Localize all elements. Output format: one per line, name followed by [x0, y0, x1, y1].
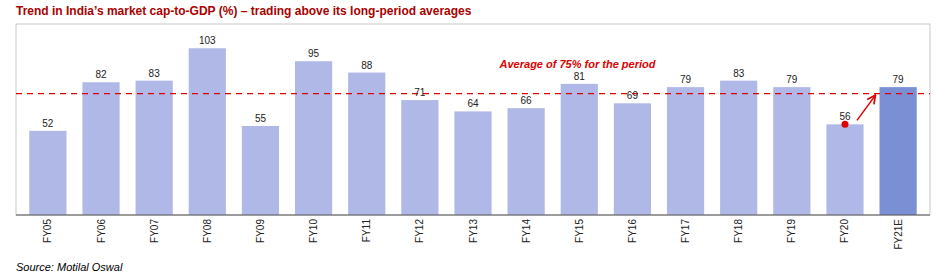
- x-axis-line: [16, 215, 930, 216]
- x-tick-label: FY18: [733, 219, 744, 243]
- plot-frame: [16, 24, 930, 215]
- x-tick-label: FY17: [680, 219, 691, 243]
- bar: [454, 111, 491, 215]
- data-label: 55: [255, 113, 267, 124]
- arrow: [857, 95, 876, 120]
- data-label: 64: [467, 98, 479, 109]
- bar: [508, 108, 545, 215]
- x-tick-label: FY15: [574, 219, 585, 243]
- bar: [880, 87, 917, 215]
- data-label: 79: [786, 74, 798, 85]
- arrow-dot: [841, 121, 848, 128]
- bar: [136, 81, 173, 215]
- data-label: 71: [414, 87, 426, 98]
- bar: [667, 87, 704, 215]
- data-label: 81: [574, 71, 586, 82]
- x-tick-label: FY13: [468, 219, 479, 243]
- data-label: 66: [521, 95, 533, 106]
- bar: [561, 84, 598, 215]
- x-tick-label: FY10: [308, 219, 319, 243]
- data-label: 79: [680, 74, 692, 85]
- bars: [29, 48, 916, 215]
- data-label: 88: [361, 60, 373, 71]
- data-label: 56: [839, 111, 851, 122]
- x-tick-label: FY09: [255, 219, 266, 243]
- x-tick-label: FY16: [627, 219, 638, 243]
- source: Source: Motilal Oswal: [16, 261, 123, 273]
- bar: [720, 81, 757, 215]
- data-label: 83: [733, 68, 745, 79]
- x-tick-label: FY08: [202, 219, 213, 243]
- bar: [614, 103, 651, 215]
- average-label: Average of 75% for the period: [499, 58, 656, 70]
- bar: [29, 131, 66, 215]
- bar: [189, 48, 226, 215]
- data-label: 79: [893, 74, 905, 85]
- bar: [242, 126, 279, 215]
- x-tick-label: FY14: [521, 219, 532, 243]
- data-label: 82: [95, 69, 107, 80]
- average-line: [16, 93, 930, 94]
- bar: [826, 124, 863, 215]
- data-label: 83: [149, 68, 161, 79]
- x-tick-label: FY07: [149, 219, 160, 243]
- data-label: 52: [42, 118, 54, 129]
- data-label: 103: [199, 35, 216, 46]
- x-tick-label: FY05: [42, 219, 53, 243]
- x-tick-label: FY12: [414, 219, 425, 243]
- title: Trend in India’s market cap-to-GDP (%) –…: [16, 4, 472, 18]
- bar: [401, 100, 438, 215]
- chart: Trend in India’s market cap-to-GDP (%) –…: [0, 0, 946, 279]
- data-label: 95: [308, 48, 320, 59]
- bar: [295, 61, 332, 215]
- x-tick-label: FY11: [361, 219, 372, 243]
- x-tick-label: FY06: [96, 219, 107, 243]
- x-tick-label: FY20: [839, 219, 850, 243]
- data-label: 69: [627, 90, 639, 101]
- x-tick-label: FY19: [786, 219, 797, 243]
- bar: [82, 82, 119, 215]
- x-tick-label: FY21E: [893, 219, 904, 250]
- bar: [773, 87, 810, 215]
